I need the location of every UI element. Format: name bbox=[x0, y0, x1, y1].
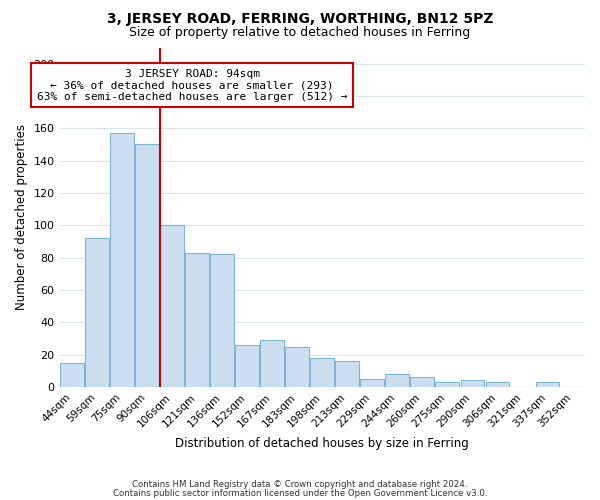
Bar bbox=[310, 358, 334, 387]
Bar bbox=[485, 382, 509, 387]
Bar bbox=[385, 374, 409, 387]
Text: 3 JERSEY ROAD: 94sqm
← 36% of detached houses are smaller (293)
63% of semi-deta: 3 JERSEY ROAD: 94sqm ← 36% of detached h… bbox=[37, 68, 347, 102]
Bar bbox=[210, 254, 234, 387]
Y-axis label: Number of detached properties: Number of detached properties bbox=[15, 124, 28, 310]
Bar bbox=[60, 362, 84, 387]
X-axis label: Distribution of detached houses by size in Ferring: Distribution of detached houses by size … bbox=[175, 437, 469, 450]
Bar bbox=[461, 380, 484, 387]
Bar bbox=[185, 253, 209, 387]
Bar bbox=[110, 133, 134, 387]
Bar bbox=[286, 346, 309, 387]
Text: Contains public sector information licensed under the Open Government Licence v3: Contains public sector information licen… bbox=[113, 488, 487, 498]
Bar bbox=[160, 226, 184, 387]
Bar bbox=[85, 238, 109, 387]
Text: Contains HM Land Registry data © Crown copyright and database right 2024.: Contains HM Land Registry data © Crown c… bbox=[132, 480, 468, 489]
Bar bbox=[361, 379, 384, 387]
Bar bbox=[260, 340, 284, 387]
Bar bbox=[536, 382, 559, 387]
Bar bbox=[410, 377, 434, 387]
Bar bbox=[235, 345, 259, 387]
Bar bbox=[335, 361, 359, 387]
Text: Size of property relative to detached houses in Ferring: Size of property relative to detached ho… bbox=[130, 26, 470, 39]
Bar bbox=[135, 144, 159, 387]
Bar bbox=[436, 382, 459, 387]
Text: 3, JERSEY ROAD, FERRING, WORTHING, BN12 5PZ: 3, JERSEY ROAD, FERRING, WORTHING, BN12 … bbox=[107, 12, 493, 26]
